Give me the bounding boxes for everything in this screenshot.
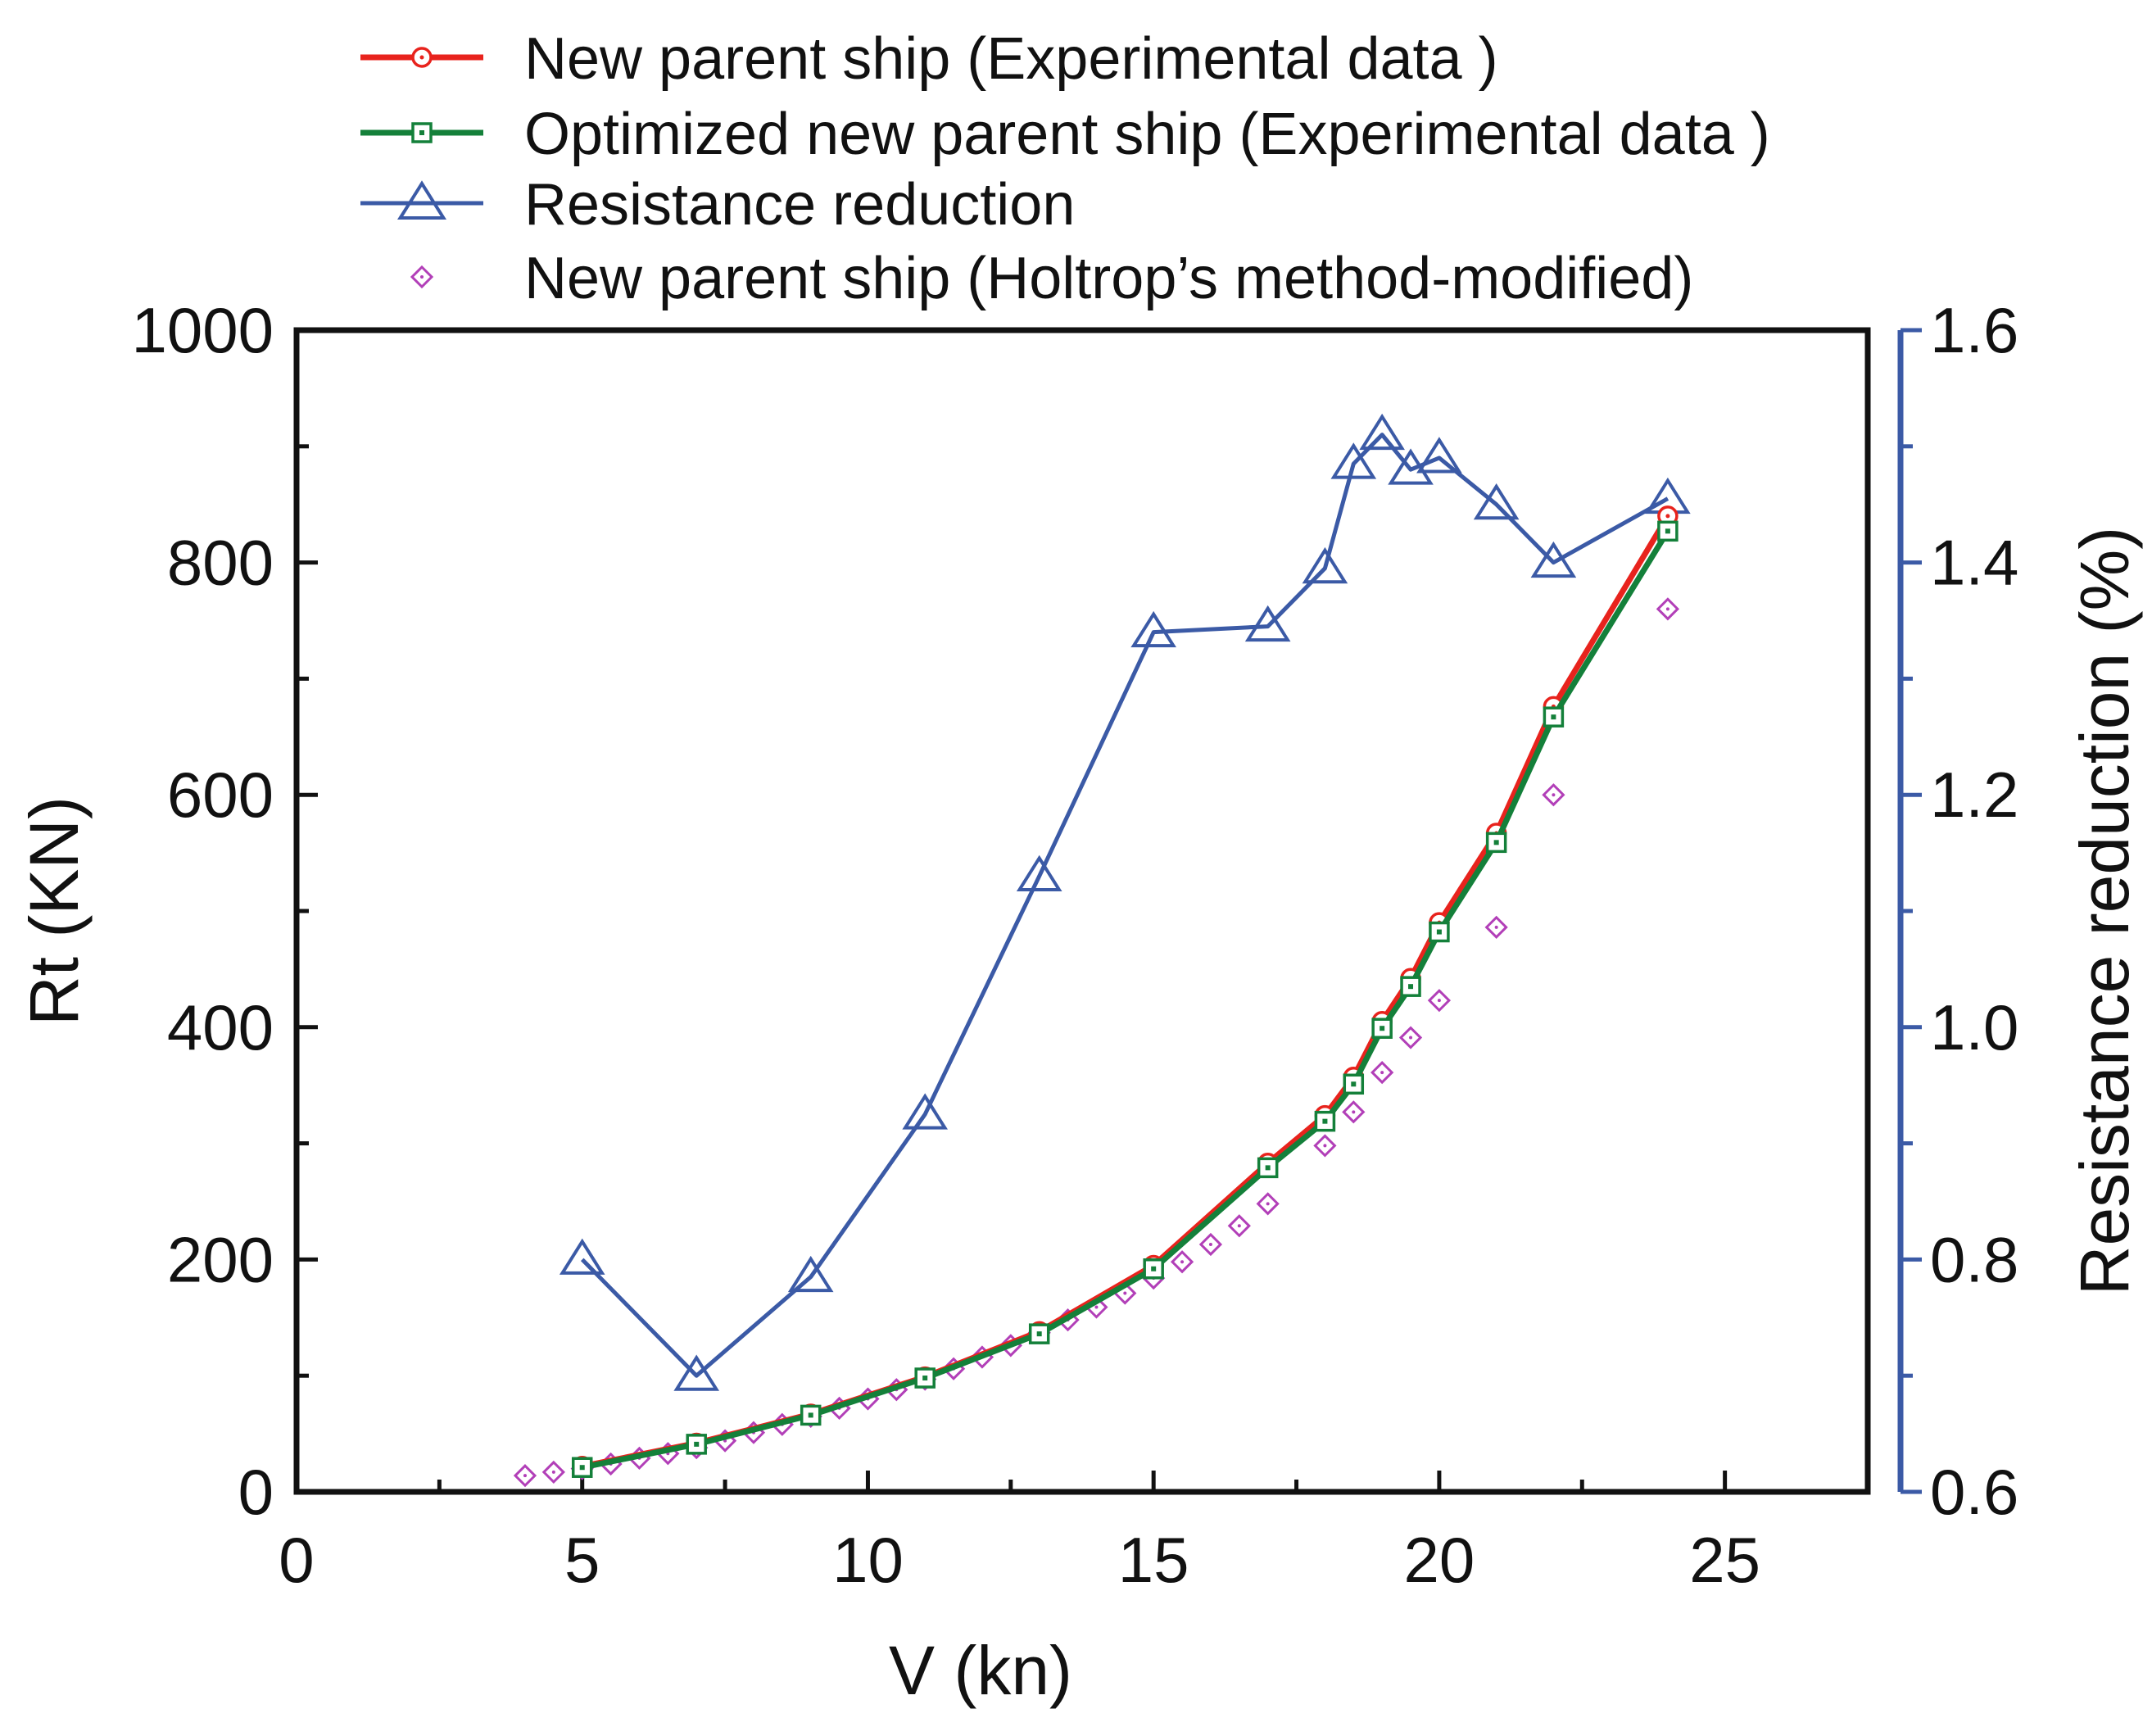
data-point-square-dot	[1665, 528, 1670, 534]
data-point-triangle	[1130, 610, 1177, 648]
data-point-diamond-dot	[1380, 1071, 1384, 1075]
axis-ticks	[294, 328, 1922, 1494]
data-point-diamond-dot	[1123, 1291, 1127, 1295]
data-point-triangle	[1302, 546, 1348, 584]
data-point-triangle	[1359, 413, 1405, 451]
series-layer	[513, 413, 1691, 1488]
y-axis-title: Rt (KN)	[16, 796, 93, 1026]
x-tick-label: 25	[1689, 1524, 1760, 1596]
data-point-circle-dot	[1665, 514, 1670, 519]
data-point-square-dot	[922, 1376, 928, 1381]
data-point-diamond-dot	[1665, 607, 1669, 611]
data-point-square-dot	[808, 1412, 813, 1418]
series-3	[559, 413, 1691, 1391]
legend-label: New parent ship (Holtrop’s method-modifi…	[524, 246, 1693, 311]
x-tick-label: 10	[832, 1524, 904, 1596]
data-point-triangle	[902, 1093, 949, 1130]
legend-label: Optimized new parent ship (Experimental …	[524, 102, 1770, 167]
y2-tick-label: 0.8	[1930, 1223, 2018, 1295]
data-point-square-dot	[579, 1465, 585, 1471]
data-point-square-dot	[1322, 1118, 1328, 1124]
data-point-square-dot	[1265, 1165, 1271, 1171]
data-point-diamond-dot	[1094, 1305, 1099, 1309]
legend-marker	[396, 180, 447, 220]
series-1	[571, 505, 1679, 1477]
legend-label: New parent ship (Experimental data )	[524, 26, 1498, 92]
data-point-triangle	[1530, 541, 1577, 578]
data-point-diamond-dot	[420, 275, 424, 279]
x-tick-label: 20	[1404, 1524, 1475, 1596]
data-point-square-dot	[1493, 840, 1499, 845]
x-axis-title: V (kn)	[889, 1632, 1072, 1709]
data-point-square-dot	[1151, 1266, 1157, 1271]
series-line	[582, 529, 1670, 1471]
legend-label: Resistance reduction	[524, 172, 1075, 238]
series-line	[582, 514, 1670, 1470]
data-point-diamond-dot	[1352, 1110, 1356, 1114]
data-point-triangle	[1330, 442, 1377, 479]
data-point-diamond-dot	[1552, 793, 1556, 797]
data-point-triangle	[787, 1255, 834, 1293]
series-4	[513, 597, 1680, 1488]
data-point-square-dot	[1351, 1081, 1357, 1087]
data-point-diamond-dot	[1180, 1260, 1185, 1264]
data-point-square-dot	[1036, 1331, 1042, 1337]
data-point-diamond-dot	[1208, 1242, 1212, 1246]
x-tick-label: 0	[279, 1524, 314, 1596]
y-tick-label: 400	[167, 991, 274, 1063]
data-point-triangle	[673, 1354, 720, 1391]
y2-tick-label: 1.6	[1930, 294, 2018, 366]
data-point-triangle	[1244, 605, 1291, 642]
tick-labels: 0 5 10 15 20 25 0 200 400 600 800 1000 0.6 0.8 1.0 1.2 1…	[131, 294, 2018, 1596]
data-point-diamond-dot	[1237, 1224, 1241, 1228]
data-point-square-dot	[419, 130, 424, 135]
y-tick-label: 200	[167, 1223, 274, 1295]
series-line	[580, 433, 1669, 1378]
data-point-diamond-dot	[1409, 1036, 1413, 1040]
data-point-square-dot	[1551, 714, 1556, 720]
plot-frame	[293, 327, 1871, 1495]
series-2	[571, 520, 1679, 1478]
data-point-square-dot	[1380, 1026, 1385, 1031]
data-point-square-dot	[1408, 984, 1414, 990]
x-tick-label: 5	[564, 1524, 600, 1596]
data-point-square-dot	[694, 1441, 700, 1447]
y-tick-label: 1000	[131, 294, 274, 366]
y-tick-label: 800	[167, 527, 274, 599]
y-tick-label: 600	[167, 759, 274, 831]
data-point-square-dot	[1436, 929, 1442, 935]
data-point-diamond-dot	[1266, 1202, 1270, 1206]
y2-tick-label: 1.4	[1930, 527, 2018, 599]
data-point-circle-dot	[419, 55, 424, 60]
data-point-diamond-dot	[551, 1470, 555, 1474]
y2-tick-label: 1.0	[1930, 991, 2018, 1063]
y-tick-label: 0	[238, 1456, 274, 1528]
legend: New parent ship (Experimental data ) Opti…	[360, 26, 1770, 311]
data-point-triangle	[1416, 437, 1462, 474]
data-point-diamond-dot	[1323, 1144, 1327, 1148]
data-point-triangle	[559, 1238, 605, 1275]
data-point-diamond-dot	[1494, 925, 1498, 929]
y2-tick-label: 0.6	[1930, 1456, 2018, 1528]
data-point-triangle	[1473, 483, 1520, 520]
data-point-diamond-dot	[1437, 999, 1441, 1003]
data-point-triangle	[1016, 854, 1062, 891]
y2-tick-label: 1.2	[1930, 759, 2018, 831]
data-point-diamond-dot	[523, 1474, 527, 1478]
y2-axis-title: Resistance reduction (%)	[2066, 527, 2143, 1295]
x-tick-label: 15	[1118, 1524, 1189, 1596]
